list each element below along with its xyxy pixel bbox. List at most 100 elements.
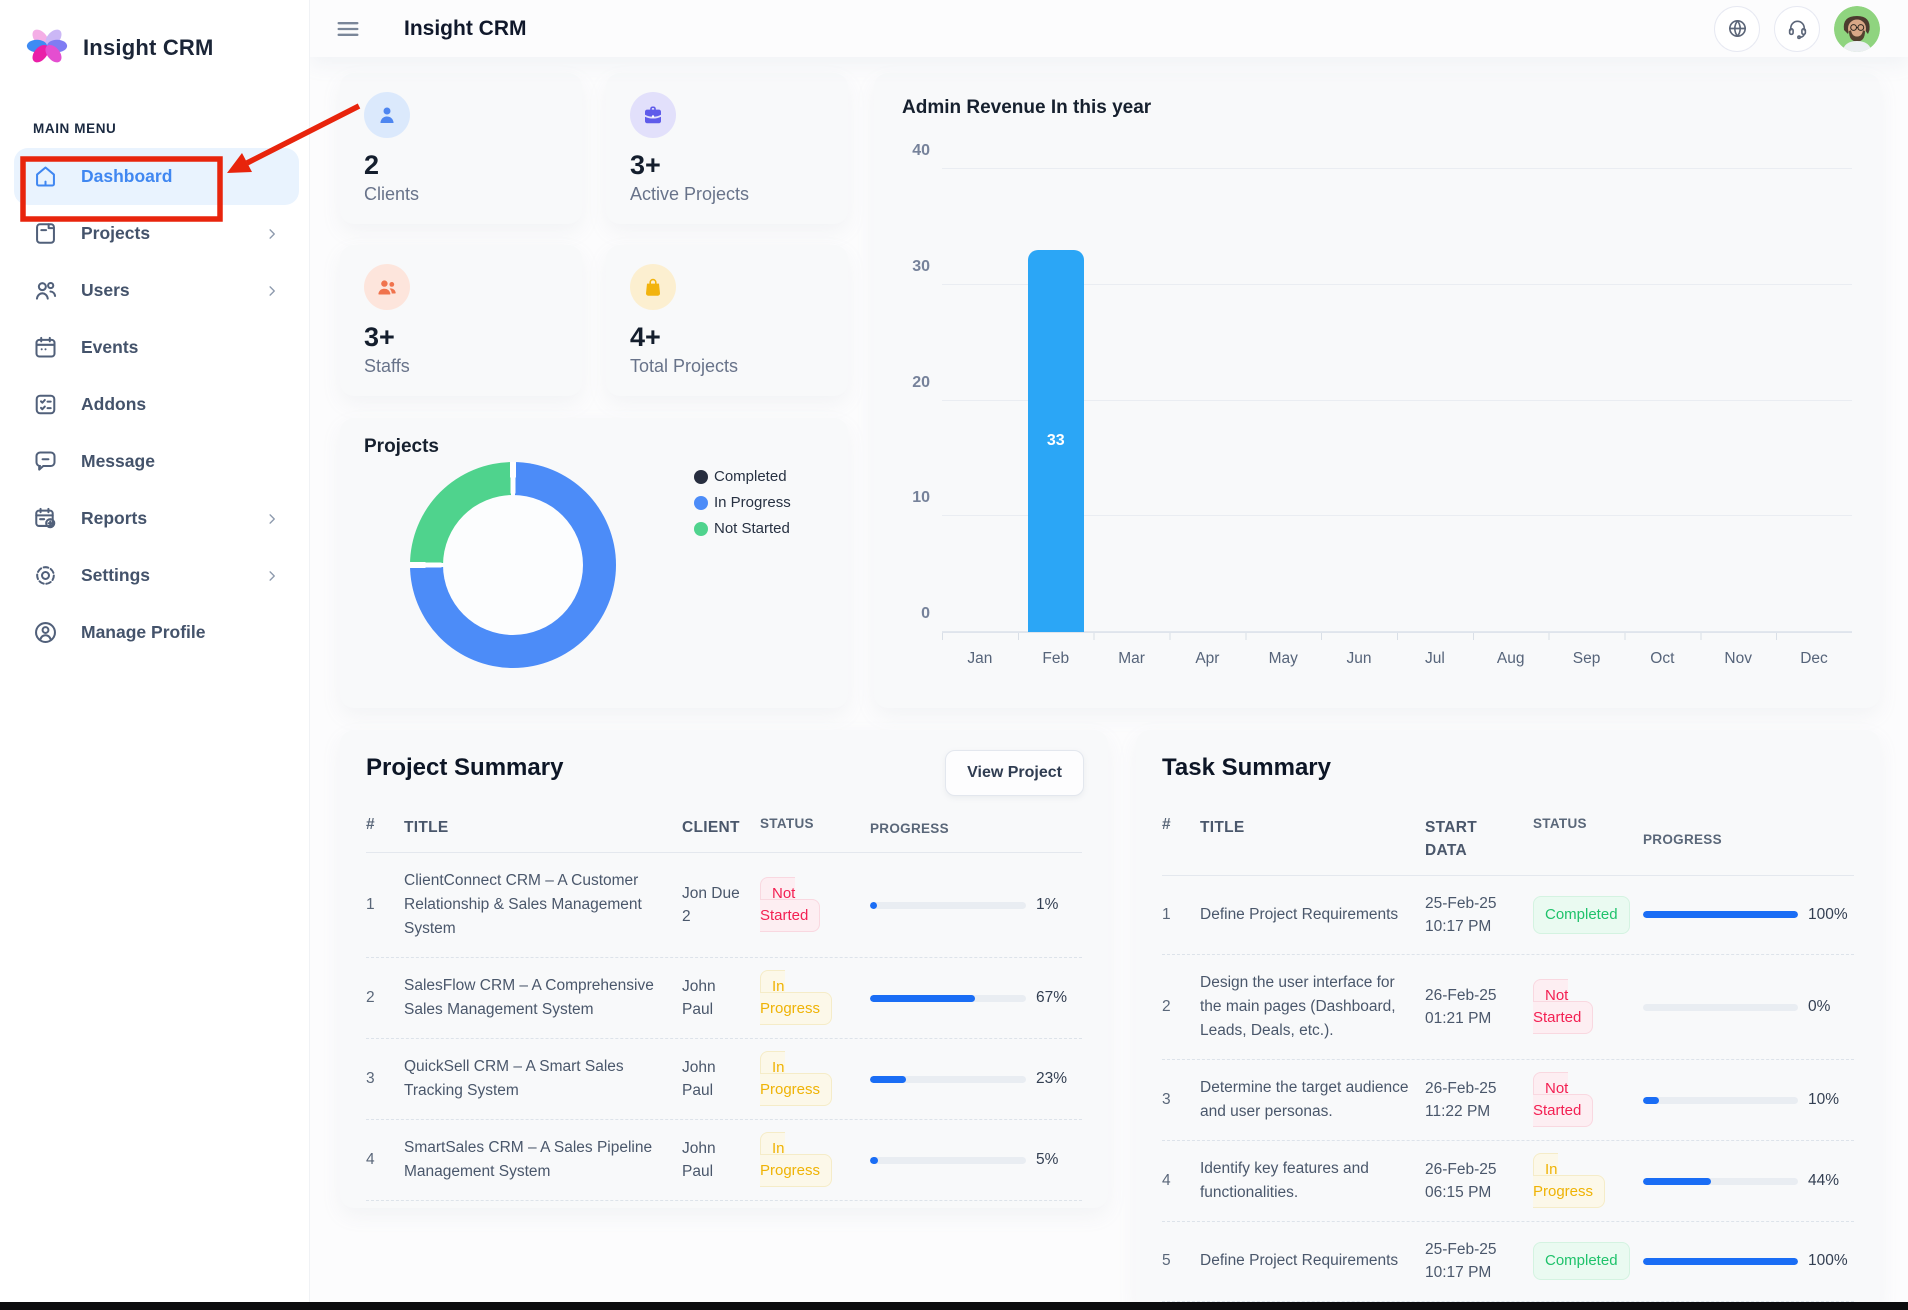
legend-label: In Progress	[714, 494, 791, 511]
progress-percent-label: 0%	[1808, 998, 1831, 1016]
task-start-date: 25-Feb-25 10:17 PM	[1425, 894, 1497, 935]
legend-item-in-progress: In Progress	[694, 494, 791, 511]
bar-slot-dec	[1776, 169, 1852, 632]
view-project-button[interactable]: View Project	[945, 750, 1084, 796]
progress-percent-label: 100%	[1808, 1252, 1848, 1270]
task-title: Design the user interface for the main p…	[1200, 974, 1396, 1040]
user-avatar[interactable]	[1834, 5, 1880, 52]
project-status: In Progress	[760, 1051, 856, 1107]
profile-icon	[32, 619, 59, 646]
x-axis-label-jun: Jun	[1346, 650, 1372, 667]
bar-slot-jun	[1321, 169, 1397, 632]
row-number: 3	[366, 1070, 375, 1088]
project-client: John Paul	[682, 1139, 716, 1181]
legend-label: Not Started	[714, 520, 790, 537]
sidebar-item-dashboard[interactable]: Dashboard	[14, 148, 299, 205]
row-number: 1	[1162, 905, 1171, 923]
sidebar-item-reports[interactable]: Reports	[14, 490, 299, 547]
checklist-icon	[32, 391, 59, 418]
progress-bar-fill	[870, 1075, 906, 1083]
sidebar-item-message[interactable]: Message	[14, 433, 299, 490]
column-header-progress: PROGRESS	[870, 820, 949, 836]
sidebar-item-addons[interactable]: Addons	[14, 376, 299, 433]
revenue-chart-card: Admin Revenue In this year 0 10 20 30 40 33 J…	[874, 73, 1880, 708]
sidebar-item-users[interactable]: Users	[14, 262, 299, 319]
language-button[interactable]	[1714, 5, 1760, 52]
stat-label: Total Projects	[630, 356, 739, 376]
logo-text: Insight CRM	[83, 34, 214, 60]
status-badge: Not Started	[1533, 1072, 1594, 1128]
status-badge: In Progress	[1533, 1153, 1606, 1209]
chevron-right-icon	[263, 510, 281, 528]
sidebar-item-label: Addons	[81, 394, 147, 414]
project-status: In Progress	[760, 1132, 856, 1188]
project-client: Jon Due 2	[682, 884, 740, 926]
task-summary-row: 5 Define Project Requirements 25-Feb-25 10:…	[1162, 1222, 1854, 1302]
legend-dot	[694, 469, 708, 484]
progress-bar-fill	[1643, 1257, 1798, 1265]
status-badge: Completed	[1533, 1242, 1630, 1281]
gridline	[942, 399, 1852, 401]
main-menu-label: MAIN MENU	[33, 121, 117, 136]
project-title: QuickSell CRM – A Smart Sales Tracking S…	[404, 1058, 624, 1100]
sidebar: Insight CRM MAIN MENU Dashboard Projects…	[0, 0, 310, 1310]
task-title: Define Project Requirements	[1200, 1252, 1399, 1270]
gridline	[942, 283, 1852, 285]
task-status: Not Started	[1533, 1072, 1629, 1128]
sidebar-item-settings[interactable]: Settings	[14, 547, 299, 604]
stat-cards: 2 Clients 3+ Active Projects 3+ Staffs 4…	[340, 73, 848, 396]
progress-percent-label: 23%	[1036, 1070, 1068, 1088]
bar-slot-nov	[1700, 169, 1776, 632]
stat-value: 4+	[630, 322, 661, 352]
chevron-right-icon	[263, 225, 281, 243]
app-logo: Insight CRM	[0, 0, 309, 73]
sidebar-item-projects[interactable]: Projects	[14, 205, 299, 262]
task-summary-row: 2 Design the user interface for the main …	[1162, 955, 1854, 1061]
x-axis-label-aug: Aug	[1496, 650, 1525, 667]
sidebar-item-label: Events	[81, 337, 139, 357]
stat-label: Staffs	[364, 356, 410, 376]
project-summary-title: Project Summary	[366, 754, 564, 781]
bar-value-label: 33	[1046, 432, 1065, 450]
progress-bar-track	[1643, 1003, 1798, 1011]
chat-icon	[32, 448, 59, 475]
column-header-status: STATUS	[1533, 816, 1587, 831]
row-number: 3	[1162, 1091, 1171, 1109]
progress-percent-label: 1%	[1036, 896, 1059, 914]
sidebar-item-label: Message	[81, 451, 155, 471]
task-start-date: 26-Feb-25 01:21 PM	[1425, 986, 1497, 1028]
task-start-date: 26-Feb-25 11:22 PM	[1425, 1079, 1497, 1121]
stat-card-active-projects: 3+ Active Projects	[606, 73, 848, 224]
support-button[interactable]	[1774, 5, 1820, 52]
progress-cell: 44%	[1643, 1172, 1854, 1190]
x-axis-label-jul: Jul	[1424, 650, 1445, 667]
sidebar-item-events[interactable]: Events	[14, 319, 299, 376]
x-axis-label-nov: Nov	[1724, 650, 1752, 667]
y-axis-tick-label: 0	[921, 605, 930, 622]
bar-slot-sep	[1549, 169, 1625, 632]
status-badge: Not Started	[1533, 979, 1594, 1035]
x-axis-labels: Jan Feb Mar Apr May Jun Jul Aug Sep Oct Nov Dec	[942, 650, 1852, 668]
chevron-right-icon	[263, 567, 281, 585]
x-axis-label-feb: Feb	[1042, 650, 1070, 667]
bar-slot-aug	[1473, 169, 1549, 632]
content: 2 Clients 3+ Active Projects 3+ Staffs 4…	[310, 57, 1908, 1310]
person-icon	[364, 92, 410, 138]
progress-bar-fill	[870, 1156, 878, 1164]
y-axis-tick-label: 20	[912, 373, 930, 391]
page-title: Insight CRM	[404, 16, 527, 40]
sidebar-menu: Dashboard Projects Users Events Addons M…	[0, 148, 309, 661]
sidebar-item-manage-profile[interactable]: Manage Profile	[14, 604, 299, 661]
progress-cell: 67%	[870, 989, 1082, 1007]
progress-bar-track	[870, 1075, 1026, 1083]
progress-bar-fill	[1643, 1177, 1712, 1185]
bar-slot-jul	[1397, 169, 1473, 632]
stat-card-clients: 2 Clients	[340, 73, 582, 224]
sidebar-item-label: Manage Profile	[81, 622, 206, 642]
task-title: Determine the target audience and user p…	[1200, 1079, 1409, 1121]
gridline	[942, 515, 1852, 517]
menu-toggle-button[interactable]	[334, 12, 368, 46]
project-status: In Progress	[760, 970, 856, 1026]
task-summary-rows: 1 Define Project Requirements 25-Feb-25 10:…	[1162, 876, 1854, 1302]
topbar-actions	[1714, 5, 1880, 52]
